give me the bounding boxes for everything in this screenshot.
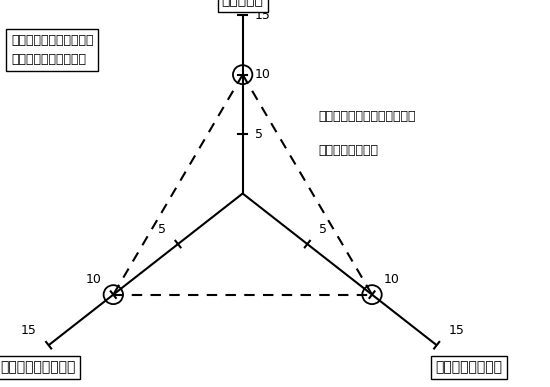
Text: 材料・物性: 材料・物性 xyxy=(222,0,263,8)
Text: あなたの点数は？: あなたの点数は？ xyxy=(318,144,378,157)
Text: 施工・構造・製品: 施工・構造・製品 xyxy=(436,360,503,374)
Text: 10: 10 xyxy=(384,273,400,286)
Text: 5: 5 xyxy=(158,223,166,236)
Text: 15: 15 xyxy=(21,324,37,337)
Text: 10: 10 xyxy=(255,68,271,81)
Text: 5: 5 xyxy=(319,223,327,236)
Text: 15: 15 xyxy=(449,324,464,337)
Text: 5: 5 xyxy=(255,128,262,140)
Text: 配合・製造・耐久性: 配合・製造・耐久性 xyxy=(0,360,75,374)
Text: 15: 15 xyxy=(255,9,271,22)
Text: 参加者全体の平均点：３２点: 参加者全体の平均点：３２点 xyxy=(318,110,416,123)
Text: 10: 10 xyxy=(86,273,101,286)
Text: 参加者各自の点数をプロ
ットしてみて下さい。: 参加者各自の点数をプロ ットしてみて下さい。 xyxy=(11,34,94,66)
